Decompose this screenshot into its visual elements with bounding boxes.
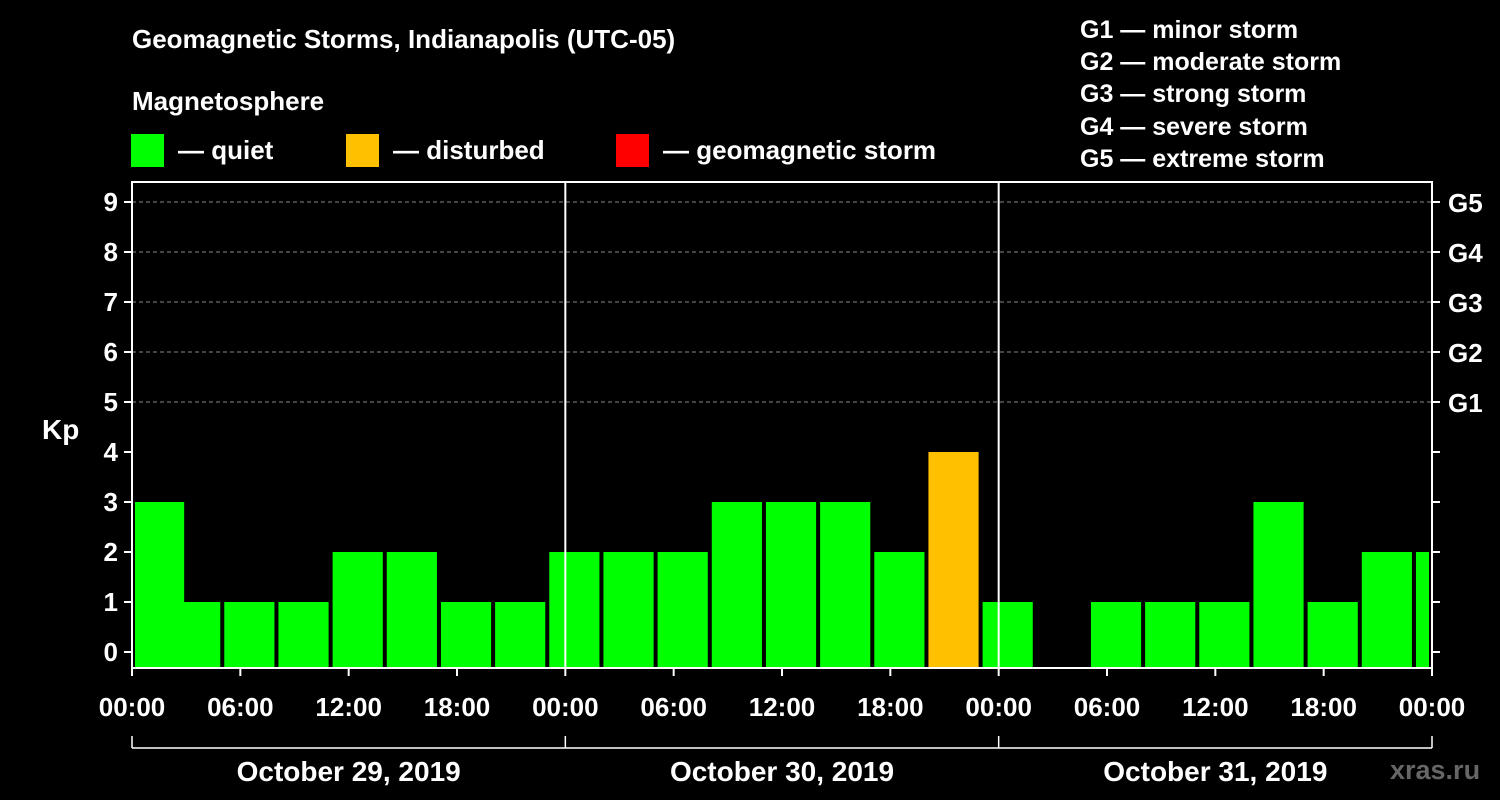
storm-level-g1: G1 — minor storm [1080, 16, 1299, 44]
kp-bar [224, 602, 275, 668]
x-tick-label: 00:00 [965, 692, 1032, 722]
kp-bar [1145, 602, 1196, 668]
kp-bar [1253, 502, 1304, 668]
y-tick-label: 2 [104, 537, 118, 567]
x-tick-label: 12:00 [749, 692, 816, 722]
legend-label-storm: — geomagnetic storm [663, 134, 937, 165]
y-axis-label: Kp [42, 414, 80, 445]
kp-bar [765, 502, 817, 668]
kp-bar [874, 552, 925, 668]
y-tick-label: 4 [104, 437, 119, 467]
kp-bar [386, 552, 437, 668]
y-tick-label: 6 [104, 337, 118, 367]
x-tick-label: 06:00 [1074, 692, 1141, 722]
x-tick-label: 06:00 [207, 692, 274, 722]
y-tick-label: 8 [104, 237, 118, 267]
kp-bar [1199, 602, 1250, 668]
chart-title: Geomagnetic Storms, Indianapolis (UTC-05… [132, 24, 676, 54]
kp-bar [711, 502, 762, 668]
storm-level-tick-label: G3 [1448, 288, 1483, 318]
kp-bar [657, 552, 708, 668]
y-tick-label: 9 [104, 187, 118, 217]
kp-bar [982, 602, 1033, 668]
x-tick-label: 06:00 [640, 692, 707, 722]
kp-bar [820, 502, 871, 668]
legend-item-disturbed: — disturbed [346, 133, 545, 167]
storm-level-tick-label: G4 [1448, 238, 1483, 268]
x-tick-label: 12:00 [315, 692, 382, 722]
kp-bar [1307, 602, 1358, 668]
kp-bar [1415, 552, 1429, 668]
legend-label-quiet: — quiet [178, 134, 274, 165]
y-tick-label: 5 [104, 387, 118, 417]
x-tick-label: 00:00 [99, 692, 166, 722]
kp-bar [332, 552, 383, 668]
kp-bar [1361, 552, 1412, 668]
x-tick-label: 18:00 [424, 692, 491, 722]
day-label: October 31, 2019 [1103, 756, 1327, 787]
kp-bar [1090, 602, 1142, 668]
kp-bar [495, 602, 546, 668]
storm-swatch-icon [616, 133, 649, 167]
y-tick-label: 0 [104, 637, 118, 667]
disturbed-swatch-icon [346, 133, 379, 167]
x-tick-label: 00:00 [532, 692, 599, 722]
storm-level-tick-label: G5 [1448, 188, 1483, 218]
kp-bar [440, 602, 492, 668]
storm-level-g4: G4 — severe storm [1080, 112, 1308, 141]
kp-bar [928, 452, 979, 668]
kp-bar [549, 552, 600, 668]
legend-item-storm: — geomagnetic storm [616, 133, 936, 167]
legend-label-disturbed: — disturbed [393, 134, 545, 165]
kp-bar [170, 602, 221, 668]
storm-level-g2: G2 — moderate storm [1080, 48, 1342, 77]
x-tick-label: 12:00 [1182, 692, 1249, 722]
x-tick-label: 00:00 [1399, 692, 1466, 722]
watermark: xras.ru [1390, 755, 1481, 785]
kp-bar [603, 552, 654, 668]
legend-item-quiet: — quiet [131, 133, 273, 167]
y-tick-label: 1 [104, 587, 118, 617]
x-tick-label: 18:00 [1290, 692, 1357, 722]
y-tick-label: 7 [104, 287, 118, 317]
x-tick-label: 18:00 [857, 692, 924, 722]
day-label: October 30, 2019 [670, 756, 894, 787]
storm-level-tick-label: G1 [1448, 388, 1483, 418]
kp-bar [278, 602, 329, 668]
day-label: October 29, 2019 [237, 756, 461, 787]
storm-level-list: G1 — minor storm G2 — moderate storm G3 … [1080, 14, 1341, 175]
storm-level-g3: G3 — strong storm [1080, 80, 1307, 109]
y-tick-label: 3 [104, 487, 118, 517]
legend-subtitle: Magnetosphere [132, 86, 325, 116]
storm-level-g5: G5 — extreme storm [1080, 144, 1325, 173]
storm-level-tick-label: G2 [1448, 338, 1483, 368]
quiet-swatch-icon [131, 133, 164, 167]
